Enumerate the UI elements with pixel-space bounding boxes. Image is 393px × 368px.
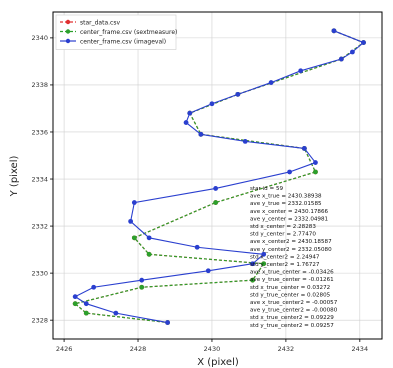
series-3-point (250, 261, 256, 267)
annotation-line: std x_true_center2 = 0.09229 (250, 315, 334, 321)
series-3-point (205, 268, 211, 274)
series-3-point (198, 131, 204, 137)
legend-marker-3 (65, 38, 71, 44)
legend-box (55, 14, 177, 50)
series-3-point (301, 146, 307, 151)
legend: star_data.csv center_frame.csv (sextmeasu… (55, 14, 177, 50)
x-axis-ticks: 2426 2428 2430 2432 2434 (56, 339, 368, 353)
series-3-point (313, 160, 318, 165)
series-2-point (146, 251, 152, 257)
series-3-point (261, 251, 267, 257)
y-axis-ticks: 2328 2330 2332 2334 2336 2338 2340 (31, 34, 53, 324)
annotation-line: ave x_true_center2 = -0.00057 (250, 300, 338, 306)
series-2-point (313, 169, 318, 175)
legend-label-3: center_frame.csv (imageval) (80, 38, 166, 45)
annotation-line: ave x_center = 2430.17866 (250, 209, 329, 215)
annotation-line: ave x_true = 2430.38938 (250, 194, 322, 200)
series-2-point (213, 200, 219, 205)
y-tick-label: 2334 (31, 175, 48, 183)
series-3-point (128, 218, 134, 224)
x-axis-label: X (pixel) (197, 357, 239, 368)
series-2-point (250, 277, 256, 283)
series-3-point (83, 301, 89, 307)
y-tick-label: 2338 (31, 81, 48, 89)
legend-label-2: center_frame.csv (sextmeasure) (80, 29, 177, 36)
annotation-line: ave y_center2 = 2332.05080 (250, 247, 332, 253)
series-3-point (72, 294, 78, 300)
series-2-point (139, 284, 145, 290)
y-tick-label: 2330 (31, 269, 48, 277)
series-3-point (298, 68, 304, 74)
series-2-point (83, 310, 89, 316)
legend-label-1: star_data.csv (80, 19, 120, 26)
series-3-point (338, 56, 344, 62)
annotation-line: ave y_true_center = -0.01261 (250, 277, 334, 283)
y-tick-label: 2328 (31, 316, 48, 324)
series-3-point (287, 169, 292, 175)
series-3-point (183, 120, 189, 125)
annotation-line: ave y_true = 2332.01585 (250, 201, 322, 207)
series-3-point (91, 284, 97, 290)
series-3-point (213, 186, 219, 191)
plot-area-frame (52, 11, 383, 340)
series-3-point (361, 40, 366, 45)
series-3-point (139, 277, 145, 283)
series-3-point (209, 101, 215, 107)
annotation-line: std y_true_center = 0.02805 (250, 292, 331, 298)
series-2-point (72, 301, 78, 307)
legend-marker-2 (65, 29, 71, 34)
series-2-point (261, 261, 267, 267)
series-3-point (242, 138, 248, 144)
series-3-point (187, 110, 193, 116)
series-3-point (165, 320, 170, 325)
y-tick-label: 2340 (31, 34, 48, 42)
annotation-line: ave x_true_center = -0.03426 (250, 270, 334, 276)
annotation-line: std y_center2 = 1.76727 (250, 262, 320, 268)
annotation-line: std x_center2 = 2.24947 (250, 254, 320, 260)
annotation-line: ave y_center = 2332.04981 (250, 216, 329, 222)
series-2-point (131, 235, 137, 241)
annotation-line: std x_center = 2.28283 (250, 224, 316, 230)
series-3-point (331, 28, 337, 34)
series-3 (72, 28, 366, 325)
series-3-point (113, 310, 119, 316)
y-tick-label: 2332 (31, 222, 48, 230)
x-tick-label: 2428 (130, 345, 147, 353)
x-tick-label: 2426 (56, 345, 73, 353)
x-tick-label: 2430 (204, 345, 221, 353)
annotation-line: ave x_center2 = 2430.18587 (250, 239, 332, 245)
series-3-point (350, 49, 355, 55)
series-3-point (146, 235, 152, 241)
y-tick-label: 2336 (31, 128, 48, 136)
grid-lines (53, 12, 382, 339)
x-tick-label: 2432 (278, 345, 295, 353)
annotation-line: std y_center = 2.77470 (250, 232, 316, 238)
annotation-line: ave y_true_center2 = -0.00080 (250, 308, 338, 314)
x-tick-label: 2434 (352, 345, 369, 353)
series-3-point (235, 91, 241, 97)
y-axis-label: Y (pixel) (9, 156, 20, 198)
annotation-line: std y_true_center2 = 0.09257 (250, 323, 334, 329)
series-3-point (194, 244, 200, 250)
series-3-point (268, 80, 274, 85)
annotation-line: star id = 59 (250, 186, 284, 192)
series-3-point (131, 200, 137, 205)
legend-marker-1 (65, 19, 71, 25)
series-layer (72, 28, 366, 325)
annotation-line: std x_true_center = 0.03272 (250, 285, 330, 291)
